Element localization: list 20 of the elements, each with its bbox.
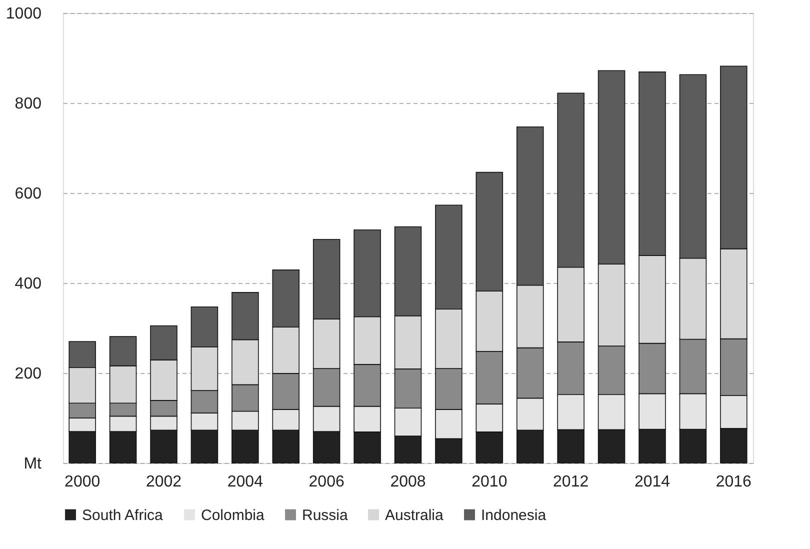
- x-tick-label: 2002: [146, 474, 182, 490]
- x-tick-label: 2004: [227, 474, 264, 490]
- y-tick-label: 600: [14, 186, 42, 202]
- x-tick-label: 2008: [390, 474, 426, 490]
- x-tick-label: 2016: [716, 474, 752, 490]
- x-tick-label: 2000: [64, 474, 100, 490]
- x-tick-label: 2014: [634, 474, 670, 490]
- y-tick-label: 400: [14, 276, 42, 292]
- y-tick-label: 1000: [6, 6, 42, 22]
- y-tick-label: 800: [14, 96, 42, 112]
- legend-label: South Africa: [82, 506, 164, 524]
- y-tick-label: Mt: [24, 456, 42, 472]
- x-tick-label: 2006: [308, 474, 344, 490]
- legend-label: Australia: [385, 506, 444, 524]
- legend-label: Russia: [302, 506, 349, 524]
- x-tick-label: 2012: [553, 474, 589, 490]
- y-tick-label: 200: [14, 366, 42, 382]
- legend-label: Indonesia: [481, 506, 547, 524]
- legend-label: Colombia: [201, 506, 266, 524]
- x-tick-label: 2010: [472, 474, 508, 490]
